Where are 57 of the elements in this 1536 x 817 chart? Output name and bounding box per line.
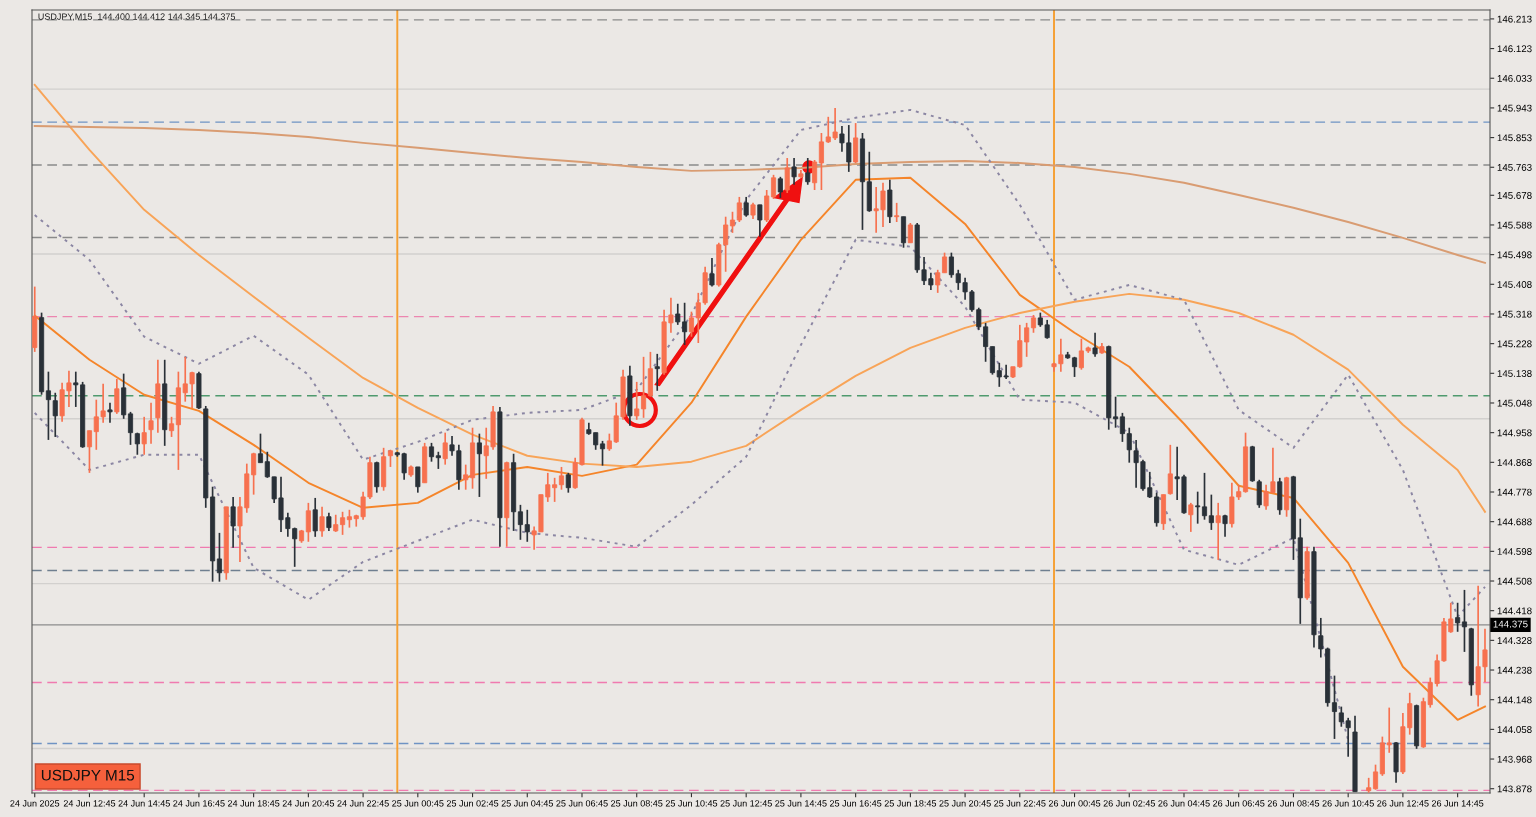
x-tick-label: 24 Jun 16:45 (173, 800, 225, 807)
x-tick-label: 25 Jun 00:45 (392, 800, 444, 807)
chart-title: USDJPY,M15 144.400 144.412 144.345 144.375 (38, 13, 236, 21)
x-tick-label: 24 Jun 2025 (10, 800, 60, 807)
y-tick-label: 145.763 (1497, 163, 1532, 171)
y-tick-label: 145.943 (1497, 104, 1532, 112)
y-tick-label: 145.853 (1497, 134, 1532, 142)
x-tick-label: 26 Jun 00:45 (1048, 800, 1101, 807)
x-tick-label: 26 Jun 14:45 (1431, 800, 1484, 807)
x-tick-label: 26 Jun 04:45 (1158, 800, 1210, 807)
x-tick-label: 25 Jun 02:45 (446, 800, 499, 807)
x-tick-label: 25 Jun 10:45 (665, 800, 718, 807)
y-tick-label: 145.228 (1497, 340, 1532, 348)
y-tick-label: 144.418 (1497, 607, 1532, 615)
y-tick-label: 146.033 (1497, 74, 1532, 82)
y-tick-label: 144.778 (1497, 488, 1532, 496)
y-tick-label: 145.408 (1497, 281, 1532, 288)
x-tick-label: 25 Jun 18:45 (884, 800, 937, 807)
x-tick-label: 26 Jun 08:45 (1267, 800, 1320, 807)
x-tick-label: 25 Jun 16:45 (829, 800, 882, 807)
x-tick-label: 24 Jun 22:45 (337, 800, 389, 807)
y-tick-label: 145.138 (1497, 370, 1532, 377)
x-tick-label: 26 Jun 10:45 (1322, 800, 1374, 807)
x-tick-label: 24 Jun 14:45 (118, 800, 170, 807)
y-tick-label: 144.328 (1497, 637, 1532, 644)
x-tick-label: 26 Jun 12:45 (1377, 800, 1429, 807)
x-tick-label: 25 Jun 06:45 (556, 800, 608, 807)
x-tick-label: 25 Jun 22:45 (994, 800, 1046, 807)
ref-line-label: 144.375 (1493, 620, 1528, 628)
x-tick-label: 25 Jun 12:45 (720, 800, 772, 807)
y-tick-label: 143.878 (1497, 785, 1532, 793)
y-tick-label: 144.508 (1497, 577, 1532, 585)
annotation: USDJPY M15 (41, 769, 135, 781)
y-tick-label: 145.678 (1497, 192, 1532, 199)
x-tick-label: 26 Jun 06:45 (1213, 800, 1265, 807)
y-tick-label: 145.588 (1497, 221, 1532, 229)
y-tick-label: 145.318 (1497, 310, 1532, 318)
x-tick-label: 24 Jun 12:45 (63, 800, 116, 807)
y-tick-label: 146.123 (1497, 45, 1532, 53)
y-tick-label: 145.048 (1497, 399, 1532, 407)
x-tick-label: 25 Jun 04:45 (501, 800, 553, 807)
y-tick-label: 144.868 (1497, 459, 1532, 466)
x-tick-label: 26 Jun 02:45 (1103, 800, 1155, 807)
y-tick-label: 144.148 (1497, 696, 1532, 704)
y-tick-label: 144.958 (1497, 429, 1532, 437)
x-tick-label: 24 Jun 20:45 (282, 800, 335, 807)
x-tick-label: 24 Jun 18:45 (228, 800, 280, 807)
y-tick-label: 145.498 (1497, 251, 1532, 259)
y-tick-label: 146.213 (1497, 15, 1532, 23)
y-tick-label: 144.058 (1497, 726, 1532, 733)
y-tick-label: 144.688 (1497, 518, 1532, 526)
y-tick-label: 143.968 (1497, 755, 1532, 763)
x-tick-label: 25 Jun 08:45 (611, 800, 663, 807)
x-tick-label: 25 Jun 14:45 (775, 800, 827, 807)
y-tick-label: 144.238 (1497, 666, 1532, 674)
y-tick-label: 144.598 (1497, 548, 1532, 555)
x-tick-label: 25 Jun 20:45 (939, 800, 991, 807)
